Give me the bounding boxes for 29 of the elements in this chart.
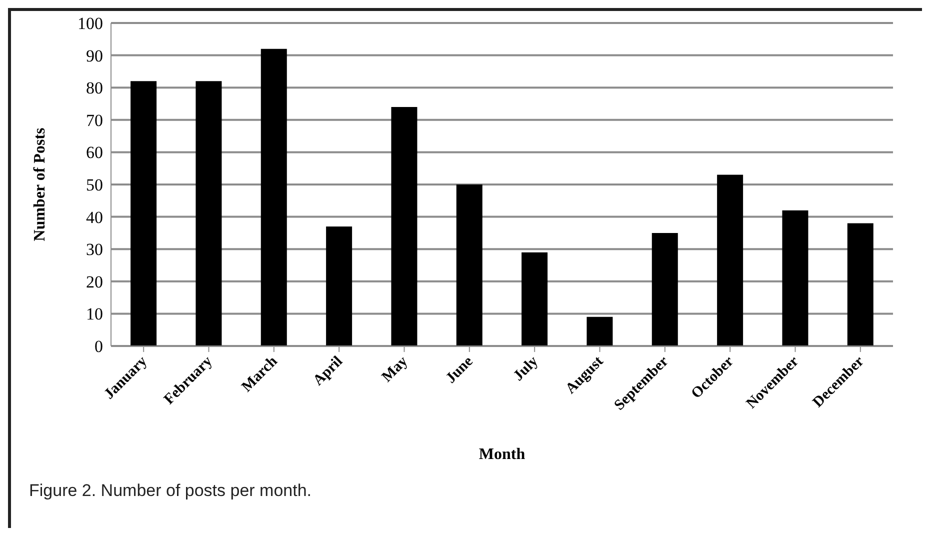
y-tick-label: 10 — [86, 304, 103, 324]
y-axis-title: Number of Posts — [32, 128, 49, 242]
bar — [130, 81, 157, 346]
bar — [586, 316, 613, 346]
bar — [717, 174, 744, 346]
y-tick-label: 70 — [86, 110, 103, 130]
bar — [260, 48, 287, 346]
bar — [782, 210, 808, 346]
x-axis-title: Month — [478, 446, 526, 463]
bar — [196, 81, 222, 346]
y-tick-label: 30 — [86, 240, 103, 260]
bar — [847, 223, 874, 346]
bar — [326, 226, 352, 346]
y-tick-label: 40 — [86, 208, 103, 227]
y-tick-label: 0 — [94, 337, 103, 356]
y-tick-label: 100 — [78, 14, 103, 34]
bar — [522, 252, 548, 346]
x-tick-label: July — [510, 353, 542, 384]
y-tick-label: 50 — [86, 176, 103, 195]
bar — [391, 106, 418, 346]
y-tick-label: 80 — [86, 78, 103, 98]
bar — [456, 184, 482, 346]
x-tick-label: June — [443, 353, 476, 387]
bar — [652, 232, 678, 346]
y-tick-label: 60 — [86, 143, 103, 162]
caption: Figure 2. Number of posts per month. — [29, 481, 313, 501]
x-tick-label: May — [379, 353, 412, 386]
y-tick-label: 90 — [86, 46, 103, 66]
y-tick-label: 20 — [86, 272, 103, 292]
